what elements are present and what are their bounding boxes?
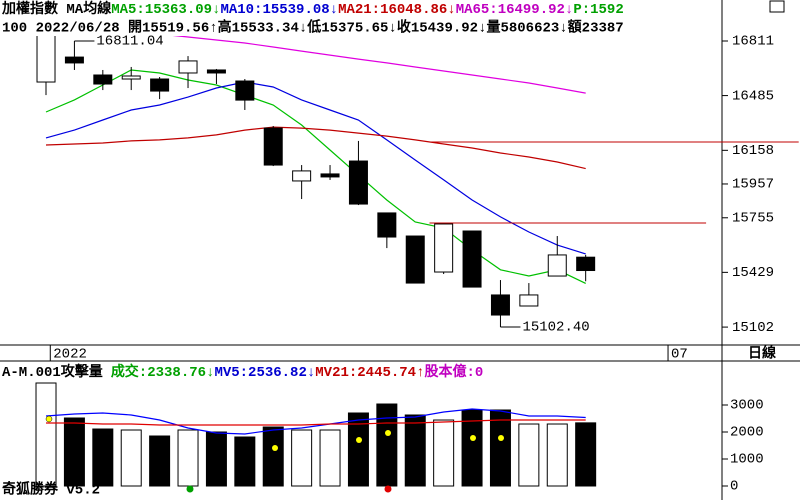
volume-legend: A-M.001攻擊量 成交:2338.76↓MV5:2536.82↓MV21:24… [2, 363, 483, 381]
y-tick-label: 0 [730, 479, 738, 495]
candle-body [263, 127, 283, 166]
volume-bar [518, 423, 540, 487]
legend-entry: MA65:16499.92↓ [456, 2, 574, 18]
candle-body [64, 56, 84, 64]
volume-bar [347, 412, 369, 487]
volume-bar [262, 426, 284, 487]
window-icon [769, 0, 785, 13]
legend-entry: MA10:15539.08↓ [220, 2, 338, 18]
candle-body [93, 74, 113, 85]
y-tick-label: 16485 [732, 88, 774, 104]
corner-box [722, 0, 800, 14]
volume-bar [63, 417, 85, 487]
ma-line [46, 419, 586, 426]
signal-dot [385, 430, 391, 436]
volume-bar [461, 409, 483, 487]
legend-entry: MV5:2536.82↓ [214, 365, 315, 381]
candle-body [235, 80, 255, 101]
legend-entry: 成交:2338.76↓ [111, 363, 215, 381]
legend-entry: 加權指數 MA均線 [1, 0, 111, 18]
candle-body [320, 173, 340, 178]
volume-bar [575, 422, 597, 487]
y-tick-label: 15102 [732, 320, 774, 336]
volume-bar [234, 436, 256, 487]
candle-body [405, 235, 425, 284]
candle-body [150, 78, 170, 92]
ma-line [45, 69, 586, 284]
volume-bar [120, 429, 142, 487]
legend-entry: A-M.001攻擊量 [2, 363, 103, 381]
signal-dot [356, 437, 362, 443]
candle-body [121, 75, 141, 80]
volume-bar [489, 409, 511, 487]
candle-body [206, 69, 226, 74]
y-tick-label: 16158 [732, 143, 774, 159]
signal-dot [45, 415, 53, 423]
volume-bar [291, 429, 313, 487]
y-tick-label: 1000 [730, 452, 764, 468]
header-line2: 100 2022/06/28 開15519.56↑高15533.34↓低1537… [2, 19, 624, 37]
volume-bar [433, 419, 455, 487]
volume-bar [404, 414, 426, 487]
y-tick-label: 15957 [732, 177, 774, 193]
ma-line [45, 81, 586, 255]
ma-line [45, 126, 586, 170]
signal-dot [186, 485, 194, 493]
legend-entry: MA21:16048.86↓ [338, 2, 456, 18]
ma-line [45, 408, 586, 435]
signal-dot [498, 435, 504, 441]
volume-bar [92, 428, 114, 487]
candle-body [377, 212, 397, 238]
legend-entry: MA5:15363.09↓ [111, 2, 220, 18]
candle-body [178, 60, 198, 74]
volume-panel [35, 382, 597, 487]
y-tick-label: 15429 [732, 265, 774, 281]
legend-entry: 股本億:0 [424, 363, 483, 381]
candle-body [348, 160, 368, 205]
volume-bar [205, 431, 227, 487]
candle-body [547, 254, 567, 277]
candle-body [576, 256, 596, 272]
header-line1: 加權指數 MA均線MA5:15363.09↓MA10:15539.08↓MA21… [1, 0, 624, 18]
x-tick-label: 2022 [53, 347, 87, 363]
volume-bar [546, 423, 568, 487]
period-label: 日線 [748, 345, 776, 363]
signal-dot [470, 435, 476, 441]
legend-entry: MV21:2445.74↑ [315, 365, 424, 381]
y-tick-label: 2000 [730, 425, 764, 441]
y-tick-label: 15755 [732, 210, 774, 226]
volume-bar [376, 403, 398, 487]
volume-bar [319, 429, 341, 487]
volume-bar [35, 382, 57, 487]
volume-bar [177, 429, 199, 487]
candle-body [434, 223, 454, 273]
candle-body [292, 170, 312, 182]
annotation: 16811.04 [96, 34, 163, 50]
volume-bar [149, 435, 171, 487]
candle-body [462, 230, 482, 288]
footer: 奇狐勝券 v5.2 [2, 481, 100, 499]
header-background [0, 0, 722, 36]
signal-dot [272, 445, 278, 451]
candle-body [490, 294, 510, 316]
y-tick-label: 16811 [732, 34, 774, 50]
candle-body [519, 294, 539, 307]
signal-dot [384, 485, 392, 493]
legend-entry: P:1592 [573, 2, 623, 18]
axes: 16811 16485 16158 15957 15755 15429 15102 2022 0… [49, 34, 774, 495]
y-tick-label: 3000 [730, 398, 764, 414]
annotation: 15102.40 [522, 320, 589, 336]
x-tick-label: 07 [671, 347, 688, 363]
